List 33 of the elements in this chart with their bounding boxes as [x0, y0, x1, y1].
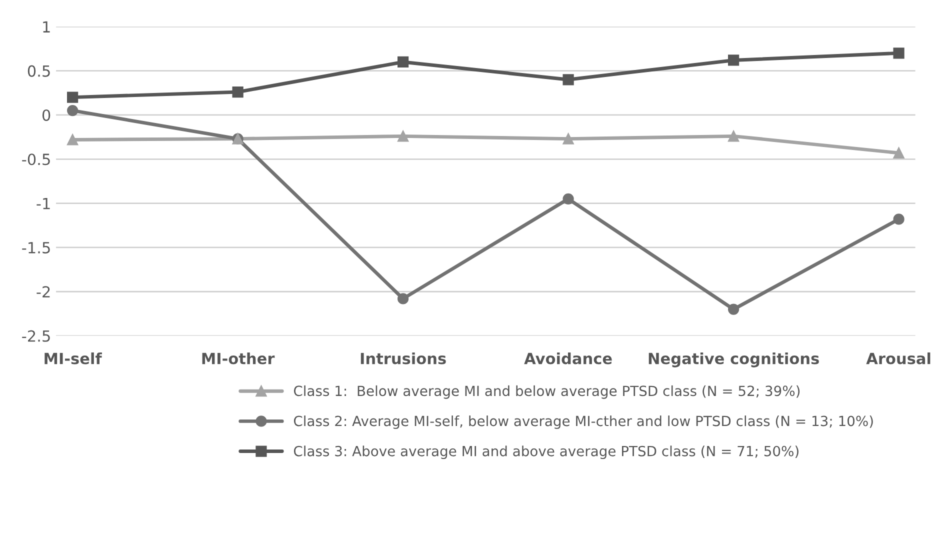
point	[893, 214, 904, 225]
point	[562, 193, 574, 204]
x-tick-label: Negative cognitions	[648, 352, 819, 368]
x-tick-label: MI-self	[44, 352, 102, 364]
legend-label: Class 2: Average MI-self, below average MI-cther and low PTSD class (N = 13; 10%)	[294, 415, 873, 429]
point	[67, 92, 78, 103]
point	[398, 293, 409, 304]
y-tick-label: -2	[36, 286, 50, 298]
y-tick-label: -1.5	[22, 242, 50, 254]
point	[562, 133, 574, 144]
point	[893, 147, 904, 159]
legend-label: Class 1: Below average MI and below average PTSD class (N = 52; 39%)	[294, 385, 800, 399]
legend-label: Class 3: Above average MI and above average PTSD class (N = 71; 50%)	[294, 446, 798, 460]
point	[398, 56, 409, 68]
point	[562, 74, 574, 86]
x-tick-label: Arousal	[866, 352, 930, 364]
point	[67, 134, 78, 146]
x-tick-label: Avoidance	[524, 352, 612, 364]
x-tick-label: MI-other	[202, 352, 275, 364]
point	[893, 48, 904, 59]
point	[67, 105, 78, 116]
y-tick-label: -2.5	[22, 330, 50, 342]
y-tick-label: 0.5	[28, 65, 50, 77]
point	[398, 130, 409, 142]
y-tick-label: -1	[36, 198, 50, 210]
y-tick-label: 1	[43, 21, 50, 32]
y-tick-label: -0.5	[22, 154, 50, 166]
point	[232, 86, 244, 98]
y-tick-label: 0	[42, 109, 50, 121]
x-tick-label: Intrusions	[360, 352, 446, 364]
point	[728, 54, 740, 66]
point	[728, 304, 740, 315]
point	[728, 130, 740, 142]
